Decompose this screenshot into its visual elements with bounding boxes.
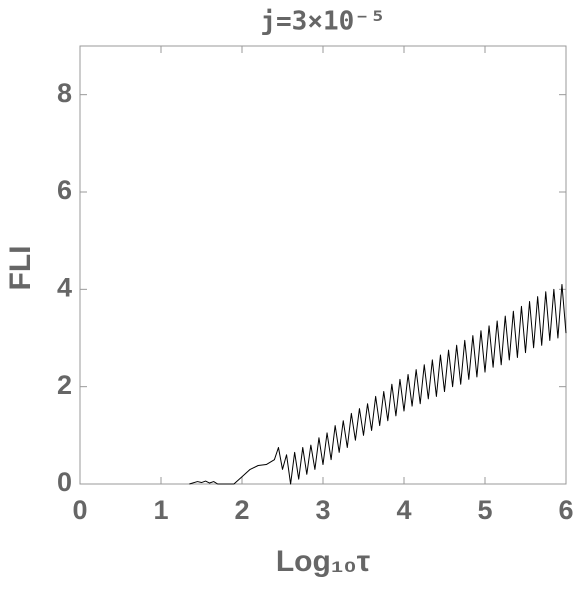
y-tick-label: 0 xyxy=(57,467,72,497)
plot-frame xyxy=(79,45,567,485)
y-tick-label: 2 xyxy=(57,370,72,400)
x-tick-label: 2 xyxy=(234,495,249,525)
y-tick-label: 4 xyxy=(57,272,72,302)
y-axis-label: FLI xyxy=(4,246,37,291)
chart-title: j=3×10⁻⁵ xyxy=(260,7,385,37)
data-line xyxy=(189,283,567,485)
y-tick-label: 8 xyxy=(57,78,72,108)
x-tick-label: 3 xyxy=(315,495,330,525)
x-tick-label: 5 xyxy=(477,495,492,525)
x-tick-label: 4 xyxy=(396,495,411,525)
x-tick-label: 1 xyxy=(153,495,168,525)
x-tick-label: 6 xyxy=(558,495,573,525)
x-tick-label: 0 xyxy=(72,495,87,525)
y-tick-label: 6 xyxy=(57,175,72,205)
x-axis-label: Log₁₀τ xyxy=(276,545,370,578)
